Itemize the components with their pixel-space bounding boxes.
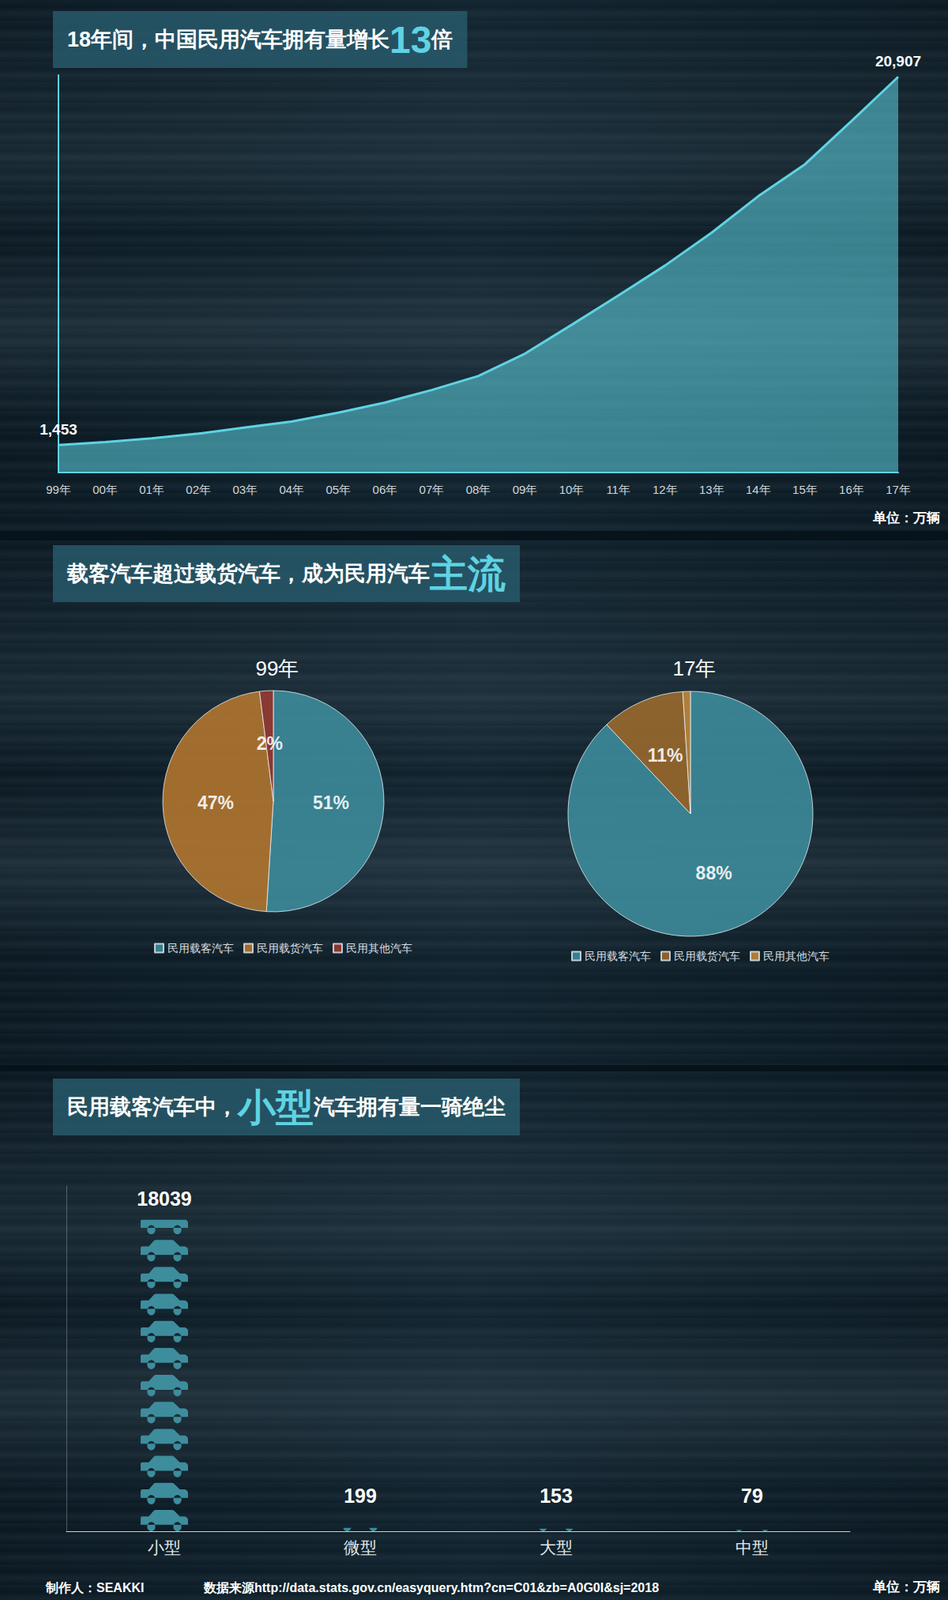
- svg-text:中型: 中型: [735, 1538, 769, 1557]
- svg-text:倍: 倍: [430, 27, 453, 52]
- svg-text:汽车拥有量一骑绝尘: 汽车拥有量一骑绝尘: [312, 1094, 506, 1119]
- svg-text:99年: 99年: [255, 656, 300, 681]
- svg-text:11%: 11%: [647, 744, 684, 766]
- svg-text:单位：万辆: 单位：万辆: [872, 510, 941, 526]
- svg-text:199: 199: [343, 1484, 377, 1507]
- svg-text:99年: 99年: [45, 482, 72, 497]
- svg-text:民用载货汽车: 民用载货汽车: [673, 949, 741, 963]
- svg-text:08年: 08年: [466, 482, 492, 497]
- svg-text:单位：万辆: 单位：万辆: [872, 1579, 941, 1595]
- svg-text:小型: 小型: [147, 1538, 181, 1557]
- svg-text:13年: 13年: [699, 482, 725, 497]
- svg-text:民用载客汽车: 民用载客汽车: [167, 941, 234, 955]
- svg-text:153: 153: [539, 1484, 573, 1507]
- svg-text:小型: 小型: [236, 1086, 314, 1129]
- svg-text:民用其他汽车: 民用其他汽车: [763, 949, 830, 963]
- svg-text:主流: 主流: [428, 553, 506, 595]
- svg-text:18039: 18039: [136, 1187, 192, 1210]
- svg-text:88%: 88%: [695, 862, 733, 884]
- svg-text:51%: 51%: [312, 792, 350, 813]
- svg-text:15年: 15年: [792, 482, 818, 497]
- svg-text:2%: 2%: [256, 733, 283, 754]
- svg-text:17年: 17年: [673, 656, 717, 681]
- svg-text:47%: 47%: [197, 792, 234, 813]
- svg-text:03年: 03年: [232, 482, 258, 497]
- svg-text:01年: 01年: [139, 482, 165, 497]
- svg-text:微型: 微型: [343, 1538, 377, 1557]
- svg-text:17年: 17年: [885, 482, 911, 497]
- svg-text:14年: 14年: [745, 482, 772, 497]
- svg-text:12年: 12年: [652, 482, 678, 497]
- svg-text:04年: 04年: [278, 482, 305, 497]
- svg-text:20,907: 20,907: [875, 52, 922, 70]
- svg-text:民用其他汽车: 民用其他汽车: [346, 941, 413, 955]
- svg-text:制作人：SEAKKI: 制作人：SEAKKI: [45, 1580, 144, 1595]
- svg-text:06年: 06年: [372, 482, 399, 497]
- svg-text:09年: 09年: [512, 482, 538, 497]
- svg-text:00年: 00年: [92, 482, 118, 497]
- svg-text:大型: 大型: [539, 1538, 573, 1557]
- svg-text:05年: 05年: [325, 482, 351, 497]
- svg-text:10年: 10年: [559, 482, 585, 497]
- svg-text:1,453: 1,453: [39, 421, 78, 438]
- svg-text:07年: 07年: [419, 482, 445, 497]
- svg-text:民用载客汽车: 民用载客汽车: [584, 949, 651, 963]
- svg-text:民用载客汽车中，: 民用载客汽车中，: [67, 1094, 238, 1119]
- svg-text:18年间，中国民用汽车拥有量增长: 18年间，中国民用汽车拥有量增长: [67, 27, 390, 52]
- svg-text:16年: 16年: [838, 482, 865, 497]
- svg-text:11年: 11年: [605, 482, 631, 497]
- svg-text:02年: 02年: [185, 482, 211, 497]
- svg-text:民用载货汽车: 民用载货汽车: [256, 941, 324, 955]
- svg-text:载客汽车超过载货汽车，成为民用汽车: 载客汽车超过载货汽车，成为民用汽车: [66, 561, 430, 586]
- svg-text:79: 79: [741, 1484, 764, 1507]
- svg-text:13: 13: [389, 18, 432, 61]
- svg-text:数据来源http://data.stats.gov.cn/e: 数据来源http://data.stats.gov.cn/easyquery.h…: [203, 1580, 659, 1595]
